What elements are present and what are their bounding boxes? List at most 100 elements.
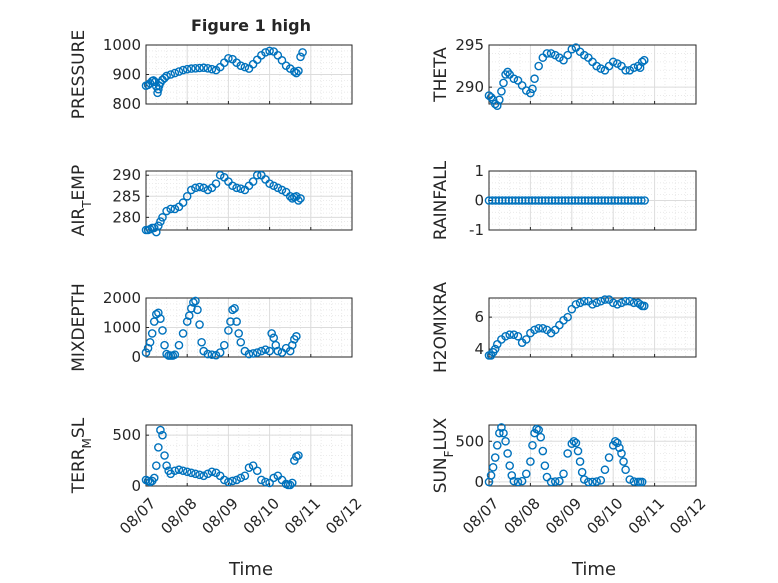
data-point bbox=[501, 70, 510, 79]
x-tick-label: 08/09 bbox=[542, 494, 585, 537]
data-point bbox=[156, 314, 165, 323]
y-tick-label: 1000 bbox=[103, 319, 141, 337]
data-point bbox=[621, 296, 630, 306]
data-point bbox=[513, 331, 523, 341]
y-tick-label: 500 bbox=[112, 426, 141, 444]
data-point bbox=[261, 477, 270, 487]
data-point bbox=[248, 177, 258, 186]
data-point bbox=[240, 62, 250, 72]
y-axis-label: PRESSURE bbox=[69, 30, 89, 119]
data-point bbox=[232, 183, 241, 193]
data-point bbox=[571, 300, 581, 309]
data-point bbox=[509, 476, 519, 486]
data-point bbox=[162, 206, 171, 216]
data-point bbox=[265, 46, 274, 56]
data-point bbox=[635, 300, 645, 309]
y-tick-label: 800 bbox=[112, 95, 141, 113]
y-tick-label: 290 bbox=[112, 166, 141, 184]
y-axis-label: TERRMSL bbox=[69, 417, 94, 494]
data-point bbox=[178, 466, 188, 476]
data-point bbox=[151, 461, 161, 470]
data-point bbox=[191, 183, 200, 193]
data-point bbox=[267, 329, 276, 338]
data-point bbox=[228, 181, 237, 191]
data-point bbox=[261, 48, 270, 57]
y-tick-label: 6 bbox=[474, 308, 484, 326]
data-point bbox=[273, 346, 283, 356]
data-point bbox=[563, 312, 572, 322]
data-point bbox=[162, 349, 171, 359]
data-point bbox=[615, 443, 624, 453]
axes-frame bbox=[145, 424, 353, 487]
subplot-mixdepth: 0 1000 2000 MIXDEPTH bbox=[69, 283, 353, 372]
data-point bbox=[257, 346, 266, 356]
data-point bbox=[191, 64, 200, 73]
data-point bbox=[538, 323, 548, 333]
data-point bbox=[490, 344, 500, 354]
data-point bbox=[617, 298, 626, 308]
data-point bbox=[174, 340, 184, 350]
data-point bbox=[228, 476, 237, 486]
data-point bbox=[195, 320, 204, 329]
data-point bbox=[170, 466, 180, 476]
data-point bbox=[540, 461, 550, 470]
data-point bbox=[501, 436, 510, 446]
data-point bbox=[252, 466, 262, 476]
y-axis-label: AIRTEMP bbox=[69, 165, 94, 236]
data-point bbox=[534, 61, 543, 71]
data-point bbox=[160, 451, 169, 460]
axes-frame bbox=[145, 170, 353, 231]
data-point bbox=[575, 457, 585, 466]
data-point bbox=[174, 67, 184, 76]
data-point bbox=[224, 477, 233, 487]
data-point bbox=[285, 191, 295, 201]
data-point bbox=[528, 84, 537, 94]
y-tick-label: 1000 bbox=[103, 36, 141, 54]
data-point bbox=[230, 304, 239, 313]
data-point bbox=[530, 325, 539, 335]
data-point bbox=[550, 477, 560, 486]
data-point bbox=[285, 480, 295, 490]
x-tick-label: 08/12 bbox=[322, 494, 365, 537]
data-point bbox=[226, 317, 235, 326]
data-point bbox=[588, 300, 597, 309]
data-point bbox=[269, 181, 279, 191]
data-point bbox=[269, 333, 279, 343]
x-tick-label: 08/07 bbox=[459, 494, 502, 537]
data-point bbox=[236, 337, 246, 347]
data-point bbox=[559, 55, 568, 65]
data-point bbox=[492, 339, 502, 349]
y-axis-label: MIXDEPTH bbox=[69, 283, 89, 372]
data-point bbox=[273, 51, 283, 60]
x-axis-label-right: Time bbox=[571, 559, 616, 580]
data-point bbox=[503, 67, 512, 77]
data-point bbox=[621, 65, 630, 75]
data-point bbox=[203, 64, 213, 73]
subplot-rainfall: -1 0 1 RAINFALL bbox=[431, 160, 697, 240]
data-point bbox=[170, 204, 180, 214]
data-point bbox=[637, 57, 647, 67]
data-point bbox=[182, 64, 192, 74]
data-point bbox=[149, 473, 159, 483]
subplot-pressure: 800 900 1000 PRESSURE bbox=[69, 30, 353, 119]
data-point bbox=[147, 329, 157, 338]
data-point bbox=[191, 469, 200, 479]
data-point bbox=[219, 340, 229, 350]
data-point bbox=[219, 475, 229, 485]
x-axis-label-left: Time bbox=[228, 559, 273, 580]
data-point bbox=[619, 457, 628, 466]
data-point bbox=[637, 477, 647, 487]
y-tick-label: 0 bbox=[131, 477, 141, 495]
data-point bbox=[610, 436, 620, 446]
data-point bbox=[207, 350, 217, 359]
data-point bbox=[613, 438, 622, 448]
data-point bbox=[613, 300, 622, 309]
data-point bbox=[199, 183, 208, 193]
data-point bbox=[592, 298, 601, 308]
data-point bbox=[277, 185, 287, 195]
